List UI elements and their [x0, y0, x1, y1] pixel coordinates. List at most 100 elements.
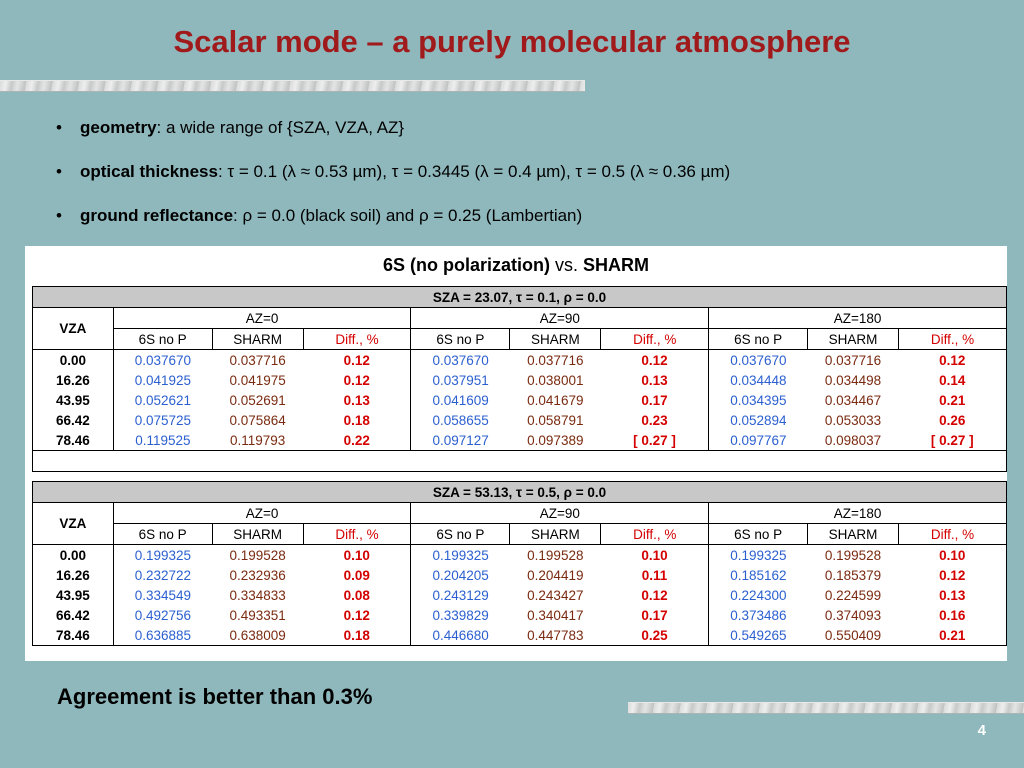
sixs-column-header: 6S no P [410, 328, 511, 350]
sharm-value: 0.204419 [527, 567, 584, 583]
diff-value: 0.13 [303, 390, 412, 410]
diff-column-header: Diff., % [600, 523, 710, 545]
vza-header: VZA [32, 502, 114, 545]
azimuth-header: AZ=180 [708, 307, 1007, 329]
bullet-text: : ρ = 0.0 (black soil) and ρ = 0.25 (Lam… [233, 206, 583, 225]
sixs-value: 0.446680 [410, 625, 510, 646]
sharm-value: 0.037716 [229, 352, 286, 368]
table-spacer [32, 450, 1007, 472]
sharm-value: 0.638009 [212, 625, 304, 646]
table-row: 78.46 0.636885 0.638009 0.18 0.446680 0.44778… [32, 625, 1007, 646]
sixs-value: 0.052621 [134, 392, 192, 408]
bullet-label: ground reflectance [80, 206, 234, 225]
sharm-value: 0.037716 [527, 352, 584, 368]
sharm-value: 0.224599 [824, 587, 882, 603]
vza-value: 0.00 [32, 349, 114, 370]
diff-value: 0.12 [303, 370, 412, 390]
sharm-column-header: SHARM [807, 523, 900, 545]
slide-title: Scalar mode – a purely molecular atmosph… [173, 24, 851, 59]
sixs-value: 0.224300 [730, 587, 787, 603]
diff-value: 0.21 [898, 390, 1007, 410]
panel-title-vs: vs. [550, 255, 584, 275]
bullet-geometry: • geometry: a wide range of {SZA, VZA, A… [56, 118, 730, 162]
table-row: 66.42 0.075725 0.075864 0.18 0.058655 0.05879… [32, 410, 1007, 430]
sixs-column-header: 6S no P [112, 328, 213, 350]
diff-value: 0.17 [600, 605, 710, 625]
sharm-value: 0.185379 [824, 567, 882, 583]
vza-value: 78.46 [32, 625, 114, 646]
sixs-value: 0.058655 [432, 412, 489, 428]
sixs-value: 0.037670 [134, 352, 192, 368]
sixs-value: 0.492756 [134, 607, 192, 623]
table-row: 16.26 0.232722 0.232936 0.09 0.204205 0.20441… [32, 565, 1007, 585]
diff-value: 0.18 [303, 410, 412, 430]
sharm-value: 0.097389 [509, 430, 601, 451]
panel-title-6s: 6S (no polarization) [382, 255, 550, 275]
table-row: 16.26 0.041925 0.041975 0.12 0.037951 0.03800… [32, 370, 1007, 390]
bullet-dot-icon: • [56, 206, 62, 225]
sixs-value: 0.199325 [432, 547, 489, 563]
azimuth-header: AZ=180 [708, 502, 1007, 524]
sharm-value: 0.199528 [527, 547, 584, 563]
azimuth-header: AZ=90 [410, 502, 710, 524]
bullet-dot-icon: • [56, 162, 62, 181]
panel-title-sharm: SHARM [583, 255, 650, 275]
bullet-label: geometry [80, 118, 157, 137]
sharm-value: 0.038001 [527, 372, 584, 388]
sharm-value: 0.550409 [807, 625, 899, 646]
sixs-value: 0.075725 [134, 412, 192, 428]
vza-value: 16.26 [32, 370, 114, 390]
sixs-value: 0.334549 [134, 587, 192, 603]
sharm-value: 0.119793 [212, 430, 304, 451]
diff-column-header: Diff., % [898, 523, 1007, 545]
bullet-list: • geometry: a wide range of {SZA, VZA, A… [56, 118, 730, 250]
sharm-value: 0.340417 [527, 607, 584, 623]
sharm-value: 0.075864 [229, 412, 286, 428]
diff-value: 0.13 [898, 585, 1007, 605]
sixs-value: 0.199325 [730, 547, 787, 563]
bullet-text: : a wide range of {SZA, VZA, AZ} [156, 118, 405, 137]
bullet-dot-icon: • [56, 118, 62, 137]
table-header: SZA = 23.07, τ = 0.1, ρ = 0.0 [32, 286, 1007, 308]
vza-value: 66.42 [32, 410, 114, 430]
diff-value: 0.21 [898, 625, 1007, 646]
diff-value: 0.12 [303, 349, 412, 370]
sixs-value: 0.185162 [730, 567, 787, 583]
azimuth-header: AZ=0 [112, 502, 412, 524]
azimuth-header: AZ=0 [112, 307, 412, 329]
table-row: 43.95 0.334549 0.334833 0.08 0.243129 0.24342… [32, 585, 1007, 605]
sharm-column-header: SHARM [211, 328, 304, 350]
panel-title: 6S (no polarization) vs. SHARM [25, 255, 1007, 276]
vza-header: VZA [32, 307, 114, 350]
sixs-value: 0.232722 [134, 567, 192, 583]
diff-column-header: Diff., % [898, 328, 1007, 350]
sharm-value: 0.037716 [824, 352, 882, 368]
bullet-optical-thickness: • optical thickness: τ = 0.1 (λ ≈ 0.53 µ… [56, 162, 730, 206]
sixs-value: 0.037951 [432, 372, 489, 388]
diff-column-header: Diff., % [600, 328, 710, 350]
vza-value: 0.00 [32, 544, 114, 565]
table-row: 78.46 0.119525 0.119793 0.22 0.097127 0.09738… [32, 430, 1007, 451]
diff-value: 0.18 [303, 625, 412, 646]
sixs-value: 0.041609 [432, 392, 489, 408]
sixs-column-header: 6S no P [708, 523, 809, 545]
diff-value: 0.09 [303, 565, 412, 585]
diff-value: 0.10 [303, 544, 412, 565]
sharm-value: 0.199528 [229, 547, 286, 563]
sharm-value: 0.493351 [229, 607, 286, 623]
sixs-column-header: 6S no P [708, 328, 809, 350]
results-table-sza-23: SZA = 23.07, τ = 0.1, ρ = 0.0 VZA AZ=0 AZ=9… [32, 286, 1007, 472]
table-row: 66.42 0.492756 0.493351 0.12 0.339829 0.34041… [32, 605, 1007, 625]
diff-value: 0.12 [600, 585, 710, 605]
comparison-panel: 6S (no polarization) vs. SHARM SZA = 23.… [25, 246, 1007, 661]
diff-value: 0.23 [600, 410, 710, 430]
sixs-value: 0.097127 [410, 430, 510, 451]
sixs-value: 0.034448 [730, 372, 787, 388]
sixs-value: 0.037670 [730, 352, 787, 368]
sharm-value: 0.243427 [527, 587, 584, 603]
vza-value: 66.42 [32, 605, 114, 625]
sharm-value: 0.053033 [824, 412, 882, 428]
sixs-column-header: 6S no P [112, 523, 213, 545]
bullet-label: optical thickness [80, 162, 218, 181]
sharm-value: 0.098037 [807, 430, 899, 451]
